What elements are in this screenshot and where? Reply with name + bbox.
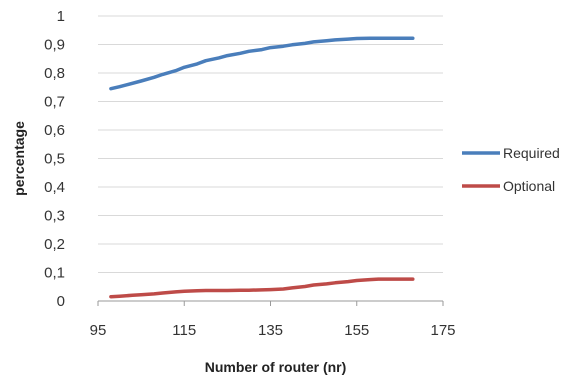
y-tick-label: 0,2 <box>44 236 65 253</box>
legend-label-optional: Optional <box>503 178 555 194</box>
y-tick-label: 0,8 <box>44 65 65 82</box>
y-tick-label: 1 <box>57 8 65 25</box>
y-tick-label: 0,4 <box>44 179 65 196</box>
y-tick-label: 0,7 <box>44 94 65 111</box>
legend-label-required: Required <box>503 145 560 161</box>
y-tick-label: 0 <box>57 293 65 310</box>
x-tick-label: 175 <box>430 322 455 339</box>
gridlines <box>98 15 443 273</box>
y-axis-ticks: 0 0,1 0,2 0,3 0,4 0,5 0,6 0,7 0,8 0,9 1 <box>44 8 65 310</box>
y-axis-title: percentage <box>11 121 27 196</box>
legend: Required Optional <box>462 145 560 194</box>
x-axis-title: Number of router (nr) <box>205 359 347 375</box>
x-tick-label: 155 <box>344 322 369 339</box>
x-tick-label: 135 <box>258 322 283 339</box>
series-lines <box>109 36 415 299</box>
y-tick-label: 0,1 <box>44 265 65 282</box>
x-axis-ticks: 95 115 135 155 175 <box>90 301 456 339</box>
y-tick-label: 0,9 <box>44 37 65 54</box>
series-line-optional <box>109 277 415 299</box>
x-tick-label: 115 <box>172 322 196 339</box>
x-tick-label: 95 <box>90 322 107 339</box>
series-line-required <box>109 36 415 91</box>
y-tick-label: 0,6 <box>44 122 65 139</box>
y-tick-label: 0,5 <box>44 151 65 168</box>
y-tick-label: 0,3 <box>44 208 65 225</box>
